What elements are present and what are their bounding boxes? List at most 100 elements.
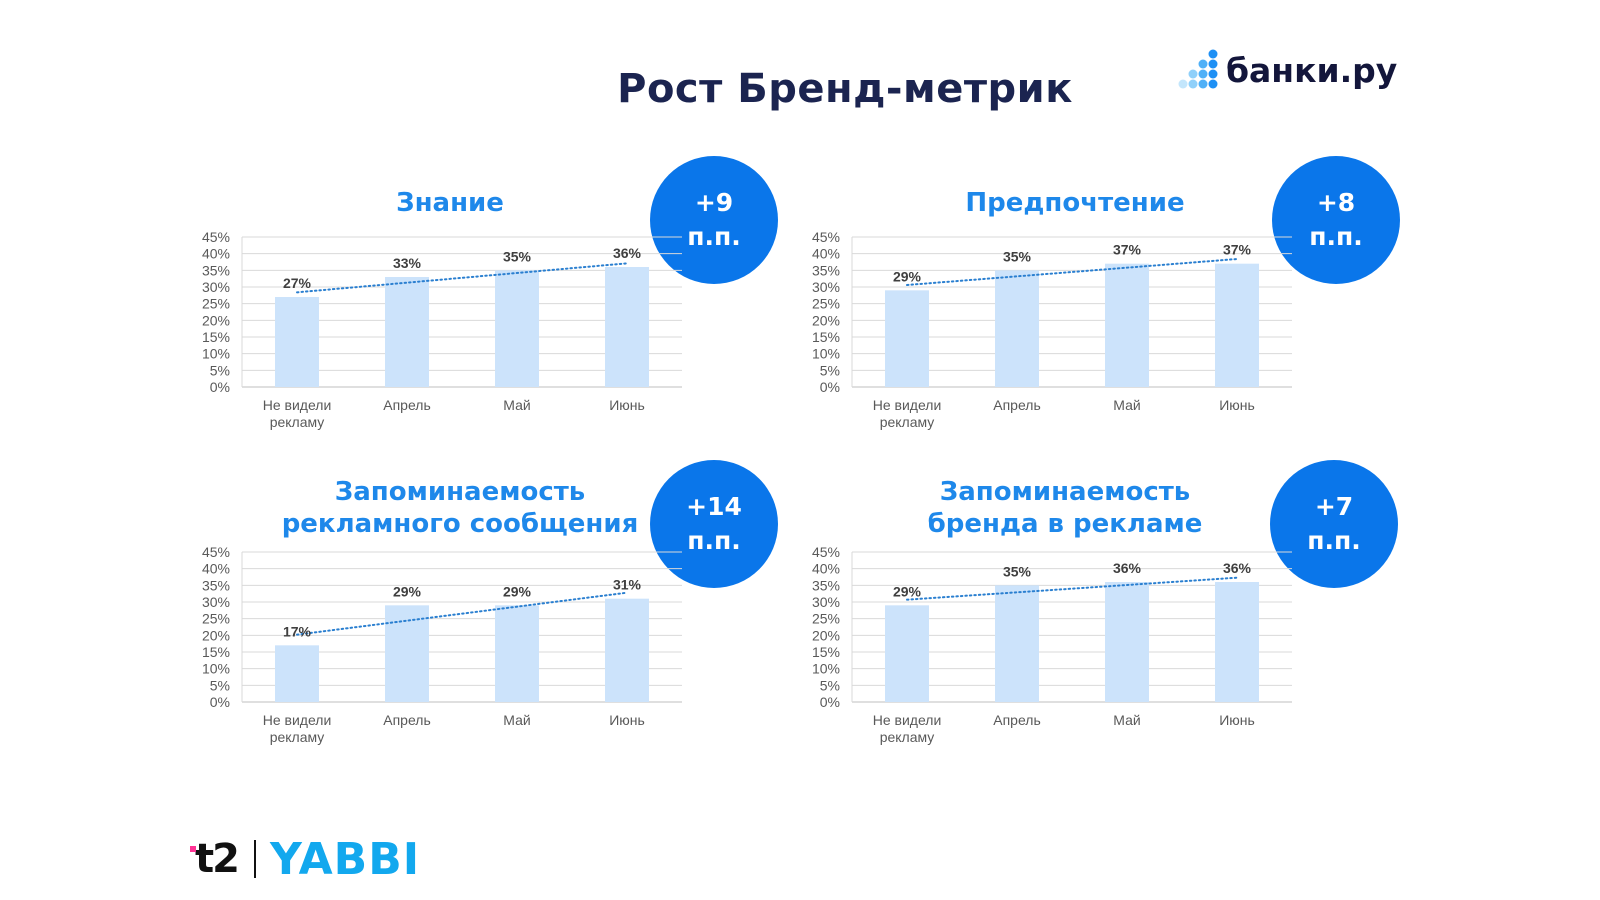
y-tick-label: 5% [210, 677, 230, 693]
badge-value: +7 [1314, 492, 1354, 521]
bar [495, 605, 539, 702]
panel-title: Запоминаемость бренда в рекламе [890, 476, 1240, 540]
bar [1105, 582, 1149, 702]
panel-title: Знание [285, 187, 615, 219]
y-tick-label: 5% [820, 677, 840, 693]
bar-chart: 0%5%10%15%20%25%30%35%40%45%29%35% 36% 36%… [812, 544, 1292, 745]
trendline [906, 258, 1238, 286]
bar [995, 585, 1039, 702]
data-label: 36% [1113, 560, 1142, 576]
y-tick-label: 25% [202, 296, 230, 312]
y-tick-label: 45% [202, 544, 230, 560]
panel-title: Предпочтение [910, 187, 1240, 219]
data-label: 36% [1223, 560, 1252, 576]
panel-title-line: Знание [396, 188, 504, 218]
badge-value: +8 [1316, 188, 1356, 217]
data-label: 27% [283, 275, 312, 291]
data-label: 17% [283, 623, 312, 639]
bar [605, 267, 649, 387]
badge-value: +14 [686, 492, 742, 521]
panel-title-line: Предпочтение [965, 188, 1185, 218]
bar [275, 645, 319, 702]
bar [385, 605, 429, 702]
y-tick-label: 30% [812, 594, 840, 610]
data-label: 35% [1003, 248, 1032, 264]
trendline [906, 576, 1238, 601]
y-tick-label: 10% [812, 346, 840, 362]
panel-title-line: бренда в рекламе [927, 509, 1203, 539]
bar [495, 270, 539, 387]
bar [1105, 263, 1149, 387]
bar [275, 297, 319, 387]
y-tick-label: 45% [202, 229, 230, 245]
panel-zapominaemost-brenda: Запоминаемость бренда в рекламе +7 п.п. … [800, 460, 1520, 790]
trendline [296, 591, 628, 636]
bar [605, 598, 649, 702]
banki-logo-text: банки.ру [1226, 50, 1398, 90]
y-tick-label: 0% [820, 694, 840, 710]
x-tick-label: Июнь [609, 397, 645, 413]
x-tick-label: Не видели рекламу [263, 397, 332, 430]
trendline [296, 262, 628, 294]
data-label: 37% [1223, 242, 1252, 258]
y-tick-label: 35% [812, 577, 840, 593]
logo-divider [253, 840, 256, 878]
y-tick-label: 20% [202, 627, 230, 643]
data-label: 29% [893, 583, 922, 599]
delta-badge: +9 п.п. [650, 156, 778, 284]
bar [885, 290, 929, 387]
x-tick-label: Май [503, 712, 530, 728]
data-label: 33% [393, 255, 422, 271]
y-tick-label: 15% [202, 329, 230, 345]
data-label: 35% [503, 248, 532, 264]
panel-znanie: Знание +9 п.п. 0% 5% 10% 15% 20% 25% 30% 35% 40%… [190, 155, 910, 475]
y-tick-label: 30% [202, 279, 230, 295]
badge-unit: п.п. [687, 222, 741, 251]
delta-badge: +14 п.п. [650, 460, 778, 588]
y-tick-label: 20% [812, 627, 840, 643]
x-tick-label: Май [503, 397, 530, 413]
y-tick-label: 0% [210, 694, 230, 710]
t2-logo-text: t2 [195, 836, 240, 882]
delta-badge: +7 п.п. [1270, 460, 1398, 588]
x-tick-label: Не видели рекламу [873, 397, 942, 430]
panel-predpochtenie: Предпочтение +8 п.п. 0% 5% 10% 15% 20% 25% 30%… [800, 155, 1520, 475]
footer-logos: t2 YABBI [190, 833, 421, 885]
y-tick-label: 20% [812, 312, 840, 328]
bar [885, 605, 929, 702]
x-tick-label: Июнь [609, 712, 645, 728]
panel-title-line: Запоминаемость [334, 477, 586, 507]
x-tick-label: Апрель [993, 397, 1041, 413]
y-tick-label: 5% [820, 362, 840, 378]
x-tick-label: Май [1113, 712, 1140, 728]
y-tick-label: 40% [202, 561, 230, 577]
yabbi-logo: YABBI [269, 833, 421, 885]
badge-value: +9 [694, 188, 734, 217]
data-label: 35% [1003, 563, 1032, 579]
y-tick-label: 35% [812, 262, 840, 278]
page-title: Рост Бренд-метрик [617, 66, 1073, 112]
x-tick-label: Апрель [993, 712, 1041, 728]
panel-zapominaemost-soobshcheniya: Запоминаемость рекламного сообщения +14 … [190, 460, 910, 790]
data-label: 29% [893, 268, 922, 284]
y-tick-label: 20% [202, 312, 230, 328]
panel-title: Запоминаемость рекламного сообщения [270, 476, 650, 540]
y-tick-label: 15% [812, 644, 840, 660]
badge-unit: п.п. [1309, 222, 1363, 251]
y-tick-label: 10% [202, 661, 230, 677]
banki-dots-icon [1178, 49, 1218, 89]
bar [1215, 263, 1259, 387]
y-tick-label: 15% [202, 644, 230, 660]
x-tick-label: Июнь [1219, 397, 1255, 413]
y-tick-label: 30% [202, 594, 230, 610]
y-tick-label: 0% [210, 379, 230, 395]
y-tick-label: 10% [202, 346, 230, 362]
x-tick-label: Июнь [1219, 712, 1255, 728]
y-tick-label: 45% [812, 544, 840, 560]
y-tick-label: 40% [202, 246, 230, 262]
y-tick-label: 25% [202, 611, 230, 627]
data-label: 36% [613, 245, 642, 261]
y-tick-label: 15% [812, 329, 840, 345]
t2-dot-icon [190, 846, 196, 852]
y-tick-label: 0% [820, 379, 840, 395]
